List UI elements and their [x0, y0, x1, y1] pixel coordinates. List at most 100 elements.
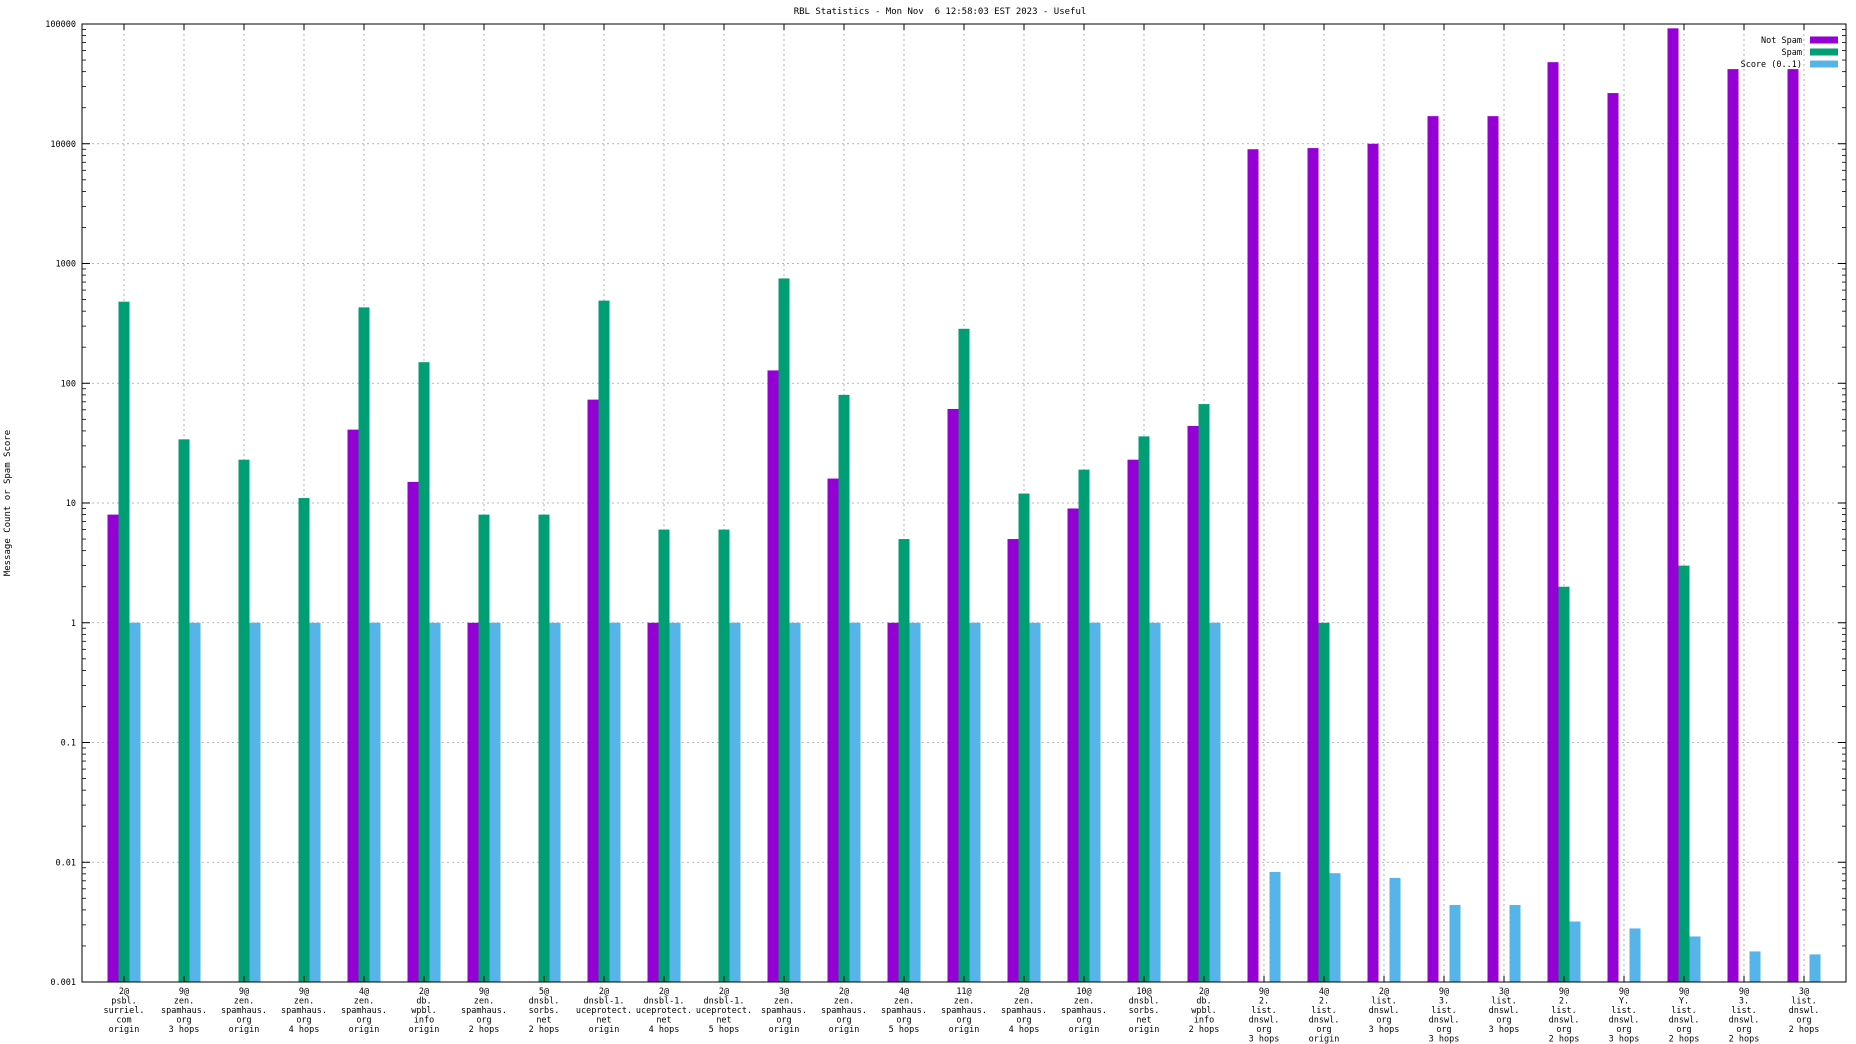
bar-score-0-1 [1629, 928, 1641, 982]
x-tick-label: 9@ zen. spamhaus. org 4 hops [281, 987, 327, 1035]
x-tick-label: 3@ zen. spamhaus. org origin [761, 987, 807, 1035]
x-tick-label-line: 3 hops [1369, 1025, 1400, 1035]
bar-score-0-1 [1689, 936, 1701, 982]
x-tick-label-line: spamhaus. [881, 1006, 927, 1016]
bar-not-spam [1727, 69, 1739, 982]
bar-not-spam [1187, 425, 1199, 982]
x-tick-label-line: spamhaus. [341, 1006, 387, 1016]
x-tick-label-line: zen. [354, 997, 374, 1007]
x-tick-label: 2@ db. wpbl. info 2 hops [1189, 987, 1220, 1035]
x-tick-label-line: 2 hops [1729, 1035, 1760, 1044]
bar-score-0-1 [1149, 622, 1161, 982]
x-tick-label-line: 2 hops [1549, 1035, 1580, 1044]
x-tick-label-line: 2@ [719, 987, 729, 997]
y-axis-label: Message Count or Spam Score [3, 430, 13, 576]
x-tick-label-line: 5@ [539, 987, 549, 997]
bar-not-spam [467, 622, 479, 982]
legend-swatch [1810, 60, 1838, 68]
bar-not-spam [1307, 148, 1319, 982]
x-tick-label: 9@ 3. list. dnswl. org 3 hops [1429, 987, 1460, 1044]
x-tick-label-line: 3 hops [1429, 1035, 1460, 1044]
bar-spam [418, 362, 430, 982]
x-tick-label-line: org [776, 1016, 791, 1026]
x-tick-label: 2@ dnsbl-1. uceprotect. net origin [576, 987, 632, 1035]
x-tick-label-line: 3@ [1499, 987, 1509, 997]
bar-spam [1678, 565, 1690, 982]
x-tick-label: 2@ zen. spamhaus. org 4 hops [1001, 987, 1047, 1035]
x-tick-label-line: spamhaus. [941, 1006, 987, 1016]
x-tick-label-line: 4@ [1319, 987, 1329, 997]
x-tick-label-line: 2@ [1379, 987, 1389, 997]
x-tick-label-line: dnswl. [1609, 1016, 1640, 1026]
x-tick-label-line: 3 hops [169, 1025, 200, 1035]
bar-spam [538, 514, 550, 982]
x-tick-label-line: net [716, 1016, 731, 1026]
x-tick-label-line: 3 hops [1609, 1035, 1640, 1044]
x-tick-label-line: zen. [894, 997, 914, 1007]
bar-score-0-1 [669, 622, 681, 982]
bar-spam [118, 301, 130, 982]
y-tick-label: 0.1 [61, 739, 76, 749]
x-tick-label-line: 2 hops [469, 1025, 500, 1035]
x-tick-label-line: 2 hops [1189, 1025, 1220, 1035]
bar-spam [718, 529, 730, 982]
x-tick-label-line: org [1076, 1016, 1091, 1026]
x-tick-label-line: org [1436, 1025, 1451, 1035]
bar-not-spam [1007, 539, 1019, 982]
y-tick-label: 100000 [45, 20, 76, 30]
x-tick-label-line: net [1136, 1016, 1151, 1026]
x-tick-label-line: org [1556, 1025, 1571, 1035]
bar-not-spam [647, 622, 659, 982]
chart-title: RBL Statistics - Mon Nov 6 12:58:03 EST … [794, 7, 1087, 17]
x-tick-label-line: zen. [834, 997, 854, 1007]
x-tick-label-line: origin [949, 1025, 980, 1035]
x-tick-label-line: zen. [174, 997, 194, 1007]
x-tick-label: 9@ zen. spamhaus. org 3 hops [161, 987, 207, 1035]
bar-not-spam [1127, 459, 1139, 982]
y-tick-label: 10 [66, 499, 76, 509]
x-tick-label-line: 2. [1259, 997, 1269, 1007]
bar-not-spam [407, 481, 419, 982]
bar-not-spam [1547, 62, 1559, 982]
x-tick-label-line: origin [589, 1025, 620, 1035]
x-tick-label-line: org [1616, 1025, 1631, 1035]
x-tick-label-line: origin [1129, 1025, 1160, 1035]
x-tick-label-line: origin [409, 1025, 440, 1035]
x-tick-label-line: list. [1491, 997, 1517, 1007]
bar-score-0-1 [249, 622, 261, 982]
x-tick-label: 2@ psbl. surriel. com origin [104, 987, 145, 1035]
x-tick-label-line: 4@ [899, 987, 909, 997]
x-tick-label-line: org [1736, 1025, 1751, 1035]
bar-not-spam [1607, 93, 1619, 983]
bar-not-spam [1067, 508, 1079, 982]
x-tick-label: 9@ 2. list. dnswl. org 2 hops [1549, 987, 1580, 1044]
x-tick-label-line: psbl. [111, 997, 137, 1007]
bar-spam [178, 439, 190, 982]
bar-spam [1318, 622, 1330, 982]
x-tick-label-line: 2. [1559, 997, 1569, 1007]
x-tick-label-line: dnswl. [1249, 1016, 1280, 1026]
bar-spam [1018, 493, 1030, 982]
legend-label: Not Spam [1761, 36, 1802, 46]
bar-score-0-1 [1209, 622, 1221, 982]
x-tick-label-line: org [296, 1016, 311, 1026]
x-tick-label-line: org [836, 1016, 851, 1026]
x-tick-label-line: 2@ [419, 987, 429, 997]
x-tick-label-line: spamhaus. [1061, 1006, 1107, 1016]
x-tick-label-line: dnswl. [1789, 1006, 1820, 1016]
x-tick-label-line: 3@ [1799, 987, 1809, 997]
x-tick-label-line: spamhaus. [221, 1006, 267, 1016]
x-tick-label-line: zen. [1014, 997, 1034, 1007]
bar-not-spam [1787, 69, 1799, 982]
x-tick-label-line: spamhaus. [761, 1006, 807, 1016]
bar-not-spam [107, 514, 119, 982]
x-tick-label-line: org [236, 1016, 251, 1026]
bar-score-0-1 [1329, 873, 1341, 982]
x-tick-label-line: surriel. [104, 1006, 145, 1016]
x-tick-label-line: dnswl. [1669, 1016, 1700, 1026]
bar-score-0-1 [909, 622, 921, 982]
x-tick-label-line: spamhaus. [1001, 1006, 1047, 1016]
x-tick-label-line: 2 hops [1669, 1035, 1700, 1044]
